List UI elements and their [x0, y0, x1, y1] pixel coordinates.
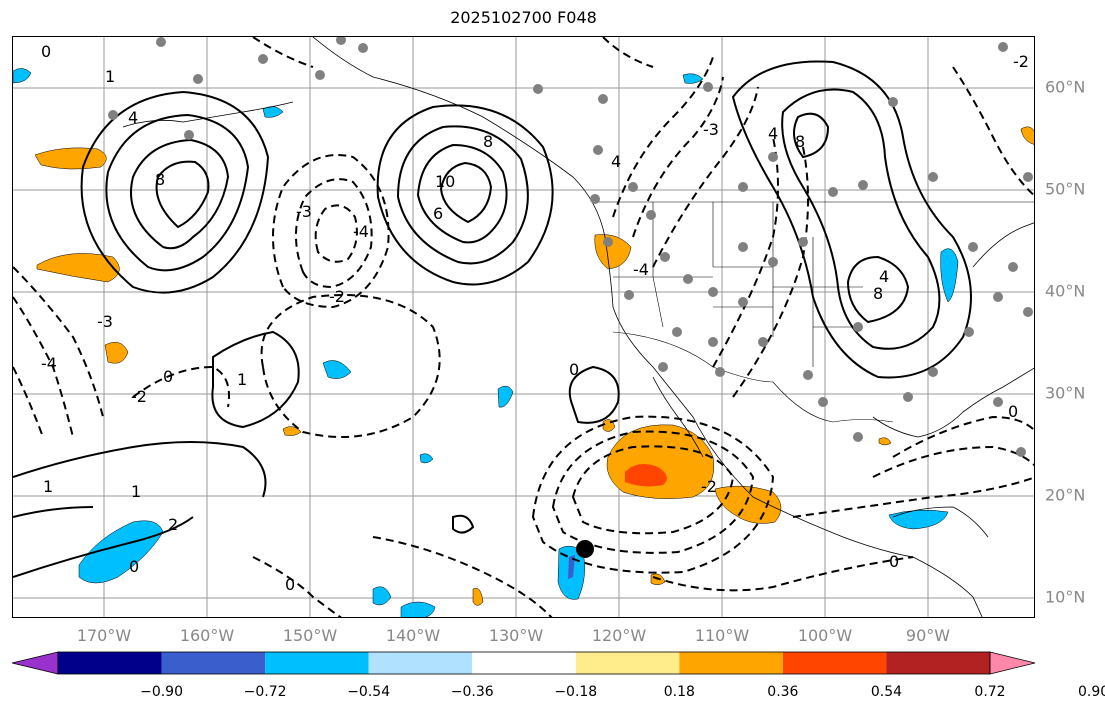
contour-label: 10 — [435, 172, 455, 191]
contour-label: 0 — [1008, 402, 1018, 421]
contour-labels: 0 1 4 8 8 10 6 4 4 8 4 8 1 0 1 1 2 0 0 -… — [41, 42, 1029, 594]
colorbar-tick-label: 0.18 — [663, 684, 695, 700]
contour-label: -3 — [703, 120, 719, 139]
colorbar-tick-label: −0.54 — [347, 684, 391, 700]
lat-label: 60°N — [1045, 77, 1086, 97]
lat-label: 10°N — [1045, 587, 1086, 607]
lon-label: 170°W — [76, 626, 132, 645]
contour-label: -4 — [633, 260, 649, 279]
lon-label: 130°W — [488, 626, 544, 645]
colorbar-tick-label: −0.18 — [554, 684, 598, 700]
contour-label: 1 — [131, 482, 141, 501]
colorbar-segment — [679, 652, 783, 674]
contour-label: 0 — [41, 42, 51, 61]
colorbar-extend-low — [11, 651, 59, 675]
contour-label: 0 — [285, 575, 295, 594]
contour-label: 0 — [889, 552, 899, 571]
contour-label: 4 — [128, 108, 138, 127]
colorbar-segment — [58, 652, 162, 674]
lat-label: 40°N — [1045, 281, 1086, 301]
lat-label: 50°N — [1045, 179, 1086, 199]
colorbar-segment — [161, 652, 266, 674]
contour-label: -2 — [701, 477, 717, 496]
colorbar-segment — [782, 652, 887, 674]
graticule — [13, 37, 1034, 617]
colorbar-tick-label: −0.90 — [140, 684, 183, 700]
colorbar — [11, 651, 1036, 675]
contour-label: 0 — [129, 557, 139, 576]
lon-label: 90°W — [905, 626, 951, 645]
colorbar-tick-label: 0.36 — [767, 684, 799, 700]
colorbar-tick-label: 0.90 — [1077, 684, 1105, 700]
colorbar-segment — [368, 652, 473, 674]
contour-label: 8 — [483, 132, 493, 151]
contour-label: 1 — [105, 67, 115, 86]
lon-label: 120°W — [591, 626, 647, 645]
contour-label: 8 — [795, 132, 805, 151]
positive-contours — [13, 60, 972, 578]
contour-label: 0 — [569, 360, 579, 379]
colorbar-tick-label: −0.36 — [450, 684, 494, 700]
contour-label: 2 — [168, 515, 178, 534]
map-canvas: 0 1 4 8 8 10 6 4 4 8 4 8 1 0 1 1 2 0 0 -… — [13, 37, 1034, 617]
colorbar-segment — [575, 652, 680, 674]
map-panel[interactable]: 0 1 4 8 8 10 6 4 4 8 4 8 1 0 1 1 2 0 0 -… — [12, 36, 1035, 618]
colorbar-tick-label: 0.54 — [870, 684, 903, 700]
colorbar-extend-high — [989, 651, 1036, 675]
colorbar-segment — [886, 652, 990, 674]
negative-contours — [13, 37, 1034, 617]
anomaly-shading — [13, 68, 1034, 617]
contour-label: 6 — [433, 204, 443, 223]
station-markers — [108, 37, 1033, 457]
lon-label: 160°W — [179, 626, 235, 645]
lon-label: 140°W — [385, 626, 441, 645]
lon-label: 110°W — [694, 626, 750, 645]
political-borders — [598, 201, 1034, 423]
contour-label: 1 — [43, 477, 53, 496]
contour-label: 8 — [873, 284, 883, 303]
contour-label: -3 — [97, 312, 113, 331]
contour-label: 4 — [879, 267, 889, 286]
colorbar-border — [57, 651, 991, 675]
contour-label: -3 — [296, 202, 312, 221]
coastline — [122, 37, 1034, 617]
lon-label: 150°W — [282, 626, 338, 645]
contour-label: 4 — [768, 124, 778, 143]
contour-label: -2 — [329, 287, 345, 306]
map-title: 2025102700 F048 — [450, 8, 597, 27]
colorbar-segment — [472, 652, 576, 674]
contour-label: 4 — [611, 152, 621, 171]
lon-label: 100°W — [797, 626, 853, 645]
contour-label: 8 — [155, 170, 165, 189]
colorbar-segment — [265, 652, 369, 674]
contour-label: 1 — [237, 370, 247, 389]
colorbar-tick-label: −0.72 — [243, 684, 287, 700]
storm-center-marker — [576, 540, 594, 558]
contour-label: 0 — [163, 367, 173, 386]
lat-label: 20°N — [1045, 485, 1086, 505]
lat-label: 30°N — [1045, 383, 1086, 403]
contour-label: -2 — [131, 387, 147, 406]
colorbar-tick-label: 0.72 — [974, 684, 1006, 700]
contour-label: -2 — [1013, 52, 1029, 71]
contour-label: -4 — [353, 222, 369, 241]
contour-label: -4 — [41, 354, 57, 373]
